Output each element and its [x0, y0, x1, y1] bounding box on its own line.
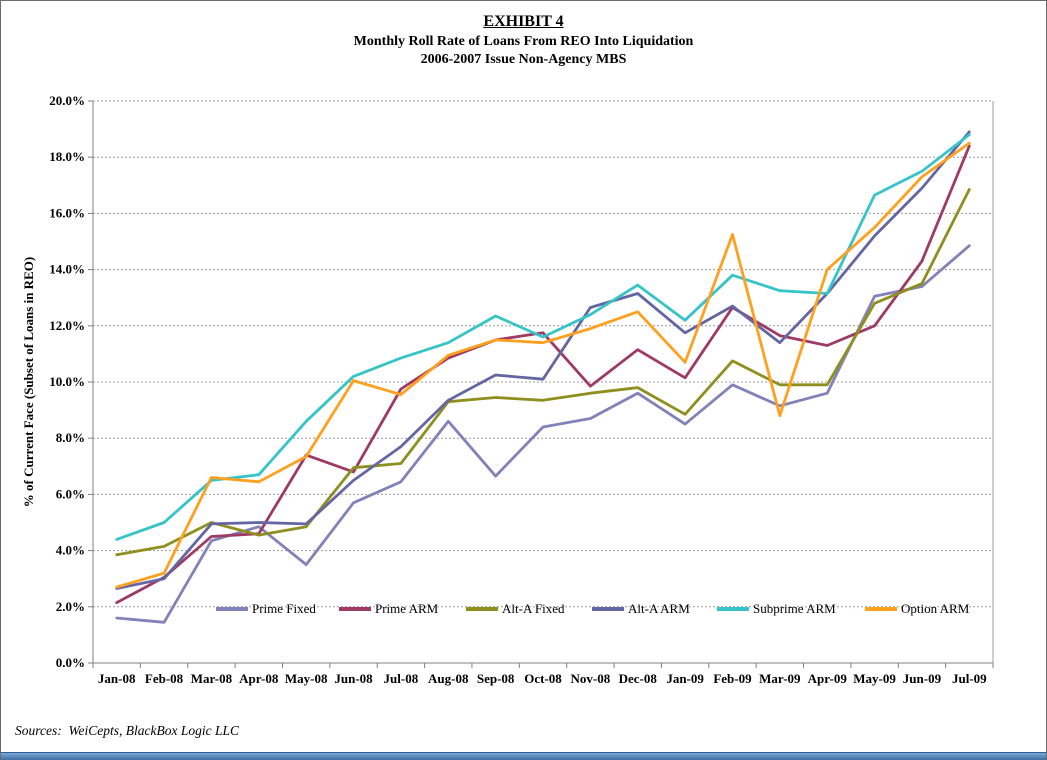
y-axis-title: % of Current Face (Subset of Loans in RE…	[21, 257, 36, 507]
series-line-prime-arm	[115, 144, 971, 604]
x-tick-label: Jan-08	[98, 671, 136, 686]
x-tick-label: Dec-08	[619, 671, 658, 686]
x-tick-label: May-09	[853, 671, 896, 686]
y-tick-label: 8.0%	[56, 430, 85, 445]
y-tick-label: 16.0%	[49, 205, 85, 220]
legend-label-prime-arm: Prime ARM	[375, 601, 439, 616]
x-tick-label: Aug-08	[428, 671, 469, 686]
x-tick-label: Jul-09	[952, 671, 987, 686]
y-tick-label: 2.0%	[56, 599, 85, 614]
chart-title-block: EXHIBIT 4 Monthly Roll Rate of Loans Fro…	[1, 11, 1046, 70]
x-tick-label: Jan-09	[666, 671, 704, 686]
series-line-prime-fixed	[115, 244, 971, 624]
series-line-subprime-arm	[115, 133, 971, 541]
legend-label-subprime-arm: Subprime ARM	[753, 601, 836, 616]
x-tick-label: Mar-09	[759, 671, 801, 686]
exhibit-title: EXHIBIT 4	[483, 13, 564, 30]
x-tick-label: May-08	[285, 671, 328, 686]
x-tick-label: Feb-08	[145, 671, 184, 686]
x-tick-label: Feb-09	[713, 671, 752, 686]
source-note: Sources: WeiCepts, BlackBox Logic LLC	[15, 723, 239, 738]
legend-label-alt-a-arm: Alt-A ARM	[628, 601, 690, 616]
legend-label-prime-fixed: Prime Fixed	[252, 601, 316, 616]
x-tick-label: Mar-08	[191, 671, 233, 686]
y-tick-label: 20.0%	[49, 93, 85, 108]
x-tick-label: Sep-08	[477, 671, 515, 686]
chart-subtitle: 2006-2007 Issue Non-Agency MBS	[420, 52, 627, 68]
x-tick-label: Apr-09	[808, 671, 848, 686]
legend-label-alt-a-fixed: Alt-A Fixed	[502, 601, 565, 616]
series-line-alt-a-fixed	[115, 188, 971, 557]
y-tick-label: 4.0%	[56, 543, 85, 558]
x-tick-label: Oct-08	[524, 671, 562, 686]
window-bottom-bar	[1, 752, 1046, 760]
x-tick-label: Jul-08	[384, 671, 419, 686]
x-tick-label: Nov-08	[571, 671, 611, 686]
legend-label-option-arm: Option ARM	[901, 601, 970, 616]
y-tick-label: 6.0%	[56, 486, 85, 501]
y-tick-label: 0.0%	[56, 655, 85, 670]
y-tick-label: 12.0%	[49, 318, 85, 333]
series-line-option-arm	[115, 141, 971, 589]
x-tick-label: Jun-08	[334, 671, 373, 686]
y-tick-label: 10.0%	[49, 374, 85, 389]
y-tick-label: 18.0%	[49, 149, 85, 164]
x-tick-label: Jun-09	[903, 671, 942, 686]
chart-title: Monthly Roll Rate of Loans From REO Into…	[353, 33, 694, 49]
x-tick-label: Apr-08	[239, 671, 279, 686]
y-tick-label: 14.0%	[49, 262, 85, 277]
